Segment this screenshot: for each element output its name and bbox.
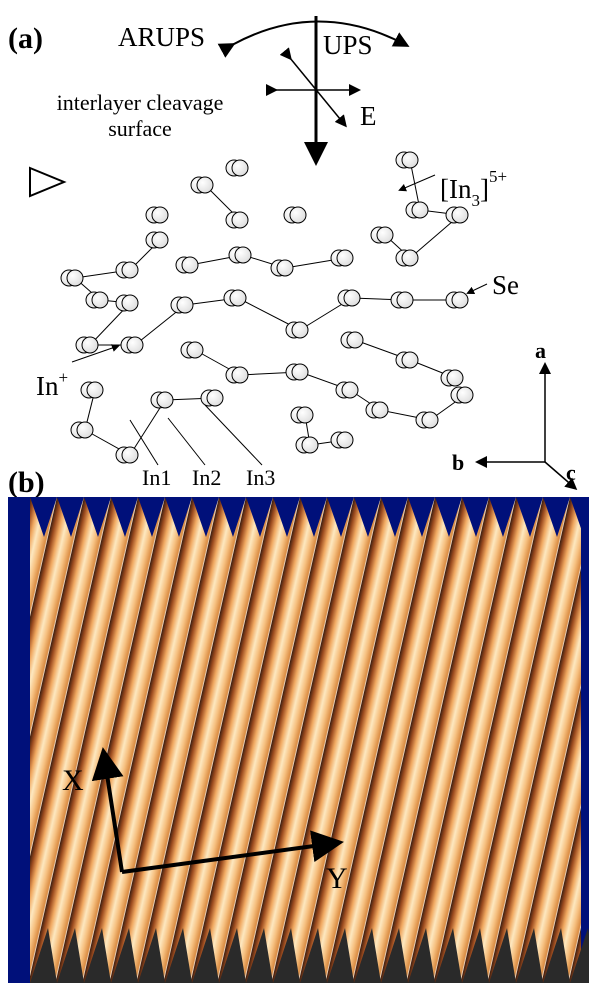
site-label: In2	[192, 465, 221, 490]
atom	[77, 422, 93, 438]
view-marker	[30, 168, 64, 196]
y-label: Y	[326, 862, 348, 895]
site-label: In3	[246, 465, 275, 490]
atom	[82, 337, 98, 353]
atom	[232, 160, 248, 176]
axis-label: c	[566, 460, 576, 485]
atom	[122, 262, 138, 278]
atom	[452, 292, 468, 308]
pointer	[168, 418, 205, 465]
atom	[292, 364, 308, 380]
atom	[152, 232, 168, 248]
atom	[232, 212, 248, 228]
rotation-arrow	[232, 22, 406, 46]
x-label: X	[62, 764, 84, 797]
atom	[157, 392, 173, 408]
atom	[187, 342, 203, 358]
atom	[87, 382, 103, 398]
site-label: In1	[142, 465, 171, 490]
axis-label: b	[452, 450, 464, 475]
atom	[127, 337, 143, 353]
atom	[402, 152, 418, 168]
atom	[397, 292, 413, 308]
ups-label: UPS	[323, 30, 373, 60]
atom	[342, 382, 358, 398]
atom	[92, 292, 108, 308]
atom	[302, 437, 318, 453]
atom	[177, 297, 193, 313]
field-label: E	[360, 101, 377, 131]
crystal-structure	[61, 152, 473, 463]
atom	[344, 290, 360, 306]
atom	[377, 227, 393, 243]
atom	[122, 447, 138, 463]
atom	[372, 402, 388, 418]
figure: (a) ARUPS UPS E interlayer cleavage surf…	[0, 0, 589, 983]
atom	[402, 352, 418, 368]
arups-label: ARUPS	[118, 22, 205, 52]
stripe-image	[30, 497, 581, 983]
surface-label: interlayer cleavage	[57, 90, 224, 115]
atom	[207, 390, 223, 406]
atom	[182, 257, 198, 273]
se-label: Se	[492, 270, 519, 300]
atom	[152, 207, 168, 223]
axis-label: a	[535, 338, 546, 363]
atom	[402, 250, 418, 266]
atom	[457, 387, 473, 403]
atom	[412, 202, 428, 218]
atom	[290, 207, 306, 223]
atom	[230, 290, 246, 306]
atom	[292, 322, 308, 338]
surface-label: surface	[108, 116, 172, 141]
pointer	[205, 405, 262, 465]
cluster-label: [In3]5+	[440, 167, 507, 210]
atom	[422, 412, 438, 428]
atom	[235, 247, 251, 263]
pointer	[468, 284, 487, 293]
panel-label: (a)	[8, 22, 43, 55]
atom	[232, 367, 248, 383]
atom	[337, 250, 353, 266]
atom	[197, 177, 213, 193]
atom	[447, 370, 463, 386]
panel-label: (b)	[8, 466, 45, 499]
atom	[337, 432, 353, 448]
atom	[347, 332, 363, 348]
atom	[297, 407, 313, 423]
atom	[122, 295, 138, 311]
atom	[67, 270, 83, 286]
atom	[277, 260, 293, 276]
in-ion-label: In+	[36, 368, 68, 401]
atom	[452, 207, 468, 223]
pointer	[400, 175, 435, 190]
